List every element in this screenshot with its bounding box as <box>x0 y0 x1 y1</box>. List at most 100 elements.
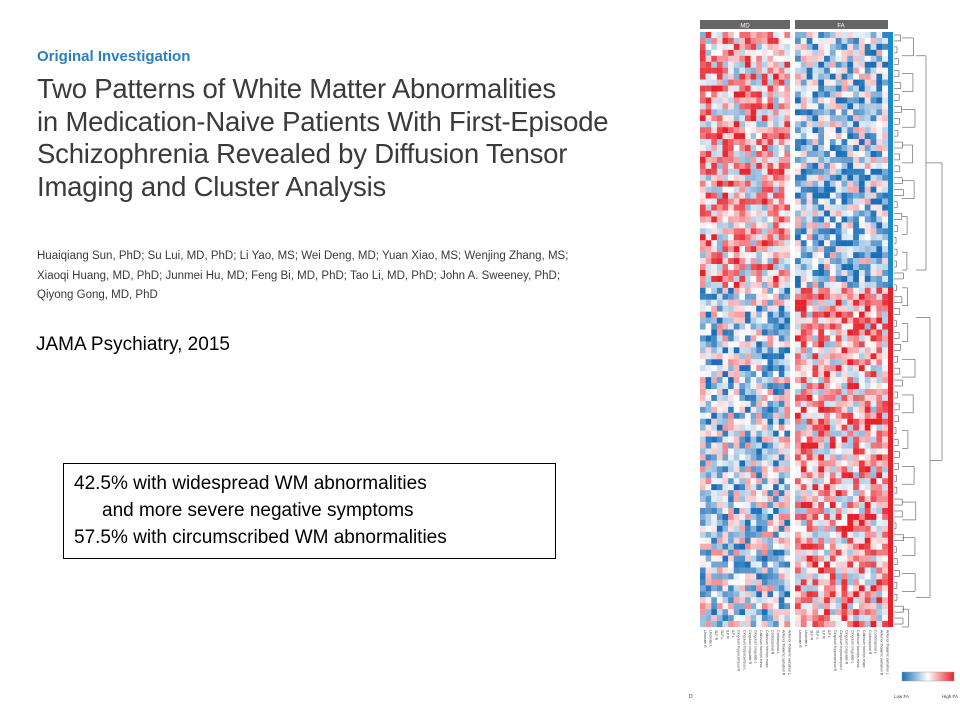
heatmap-cell <box>806 210 813 217</box>
heatmap-cell <box>853 412 860 419</box>
heatmap-cell <box>818 460 825 467</box>
subgroup-1-bar <box>888 32 893 287</box>
heatmap-cell <box>882 573 889 580</box>
heatmap-cell <box>864 55 871 62</box>
heatmap-cell <box>750 311 757 318</box>
heatmap-cell <box>864 341 871 348</box>
heatmap-cell <box>784 454 791 461</box>
heatmap-cell <box>824 264 830 271</box>
heatmap-cell <box>800 139 807 146</box>
heatmap-cell <box>733 115 740 122</box>
heatmap-cell <box>767 151 774 158</box>
heatmap-cell <box>864 79 871 86</box>
heatmap-cell <box>756 264 762 271</box>
heatmap-cell <box>705 180 712 187</box>
heatmap-cell <box>733 168 740 175</box>
heatmap-cell <box>773 329 779 336</box>
heatmap-cell <box>795 525 801 532</box>
heatmap-cell <box>728 49 734 56</box>
heatmap-cell <box>778 73 785 80</box>
heatmap-cell <box>870 389 877 396</box>
heatmap-cell <box>841 79 848 86</box>
heatmap-cell <box>756 49 762 56</box>
heatmap-cell <box>812 389 819 396</box>
heatmap-cell <box>835 377 842 384</box>
heatmap-cell <box>716 121 723 128</box>
heatmap-cell <box>818 240 825 247</box>
heatmap-cell <box>864 281 871 288</box>
heatmap-cell <box>716 293 723 300</box>
heatmap-cell <box>818 186 825 193</box>
heatmap-cell <box>847 151 854 158</box>
author-line-2: Xiaoqi Huang, MD, PhD; Junmei Hu, MD; Fe… <box>37 269 561 282</box>
heatmap-cell <box>705 573 712 580</box>
heatmap-cell <box>711 37 717 44</box>
heatmap-cell <box>728 305 734 312</box>
heatmap-cell <box>818 281 825 288</box>
heatmap-cell <box>795 174 801 181</box>
heatmap-cell <box>858 186 865 193</box>
heatmap-cell <box>795 234 801 241</box>
heatmap-cell <box>882 502 889 509</box>
heatmap-cell <box>853 151 860 158</box>
heatmap-cell <box>858 478 865 485</box>
heatmap-cell <box>756 603 762 610</box>
heatmap-cell <box>784 496 791 503</box>
heatmap-cell <box>700 151 706 158</box>
heatmap-cell <box>700 121 706 128</box>
heatmap-cell <box>824 579 830 586</box>
heatmap-cell <box>858 549 865 556</box>
heatmap-cell <box>829 394 836 401</box>
heatmap-cell <box>858 508 865 515</box>
heatmap-cell <box>700 61 706 68</box>
heatmap-cell <box>716 496 723 503</box>
heatmap-cell <box>739 168 746 175</box>
heatmap-cell <box>750 55 757 62</box>
heatmap-cell <box>716 305 723 312</box>
heatmap-cell <box>778 609 785 616</box>
heatmap-cell <box>728 216 734 223</box>
heatmap-cell <box>767 109 774 116</box>
heatmap-cell <box>829 555 836 562</box>
tract-label: Callosum forceps minor <box>856 630 860 669</box>
heatmap-cell <box>773 305 779 312</box>
heatmap-cell <box>812 573 819 580</box>
heatmap-cell <box>876 258 883 265</box>
heatmap-cell <box>778 103 785 110</box>
heatmap-cell <box>870 585 877 592</box>
heatmap-cell <box>705 597 712 604</box>
heatmap-cell <box>818 615 825 622</box>
heatmap-cell <box>818 585 825 592</box>
heatmap-cell <box>829 341 836 348</box>
heatmap-cell <box>745 156 751 163</box>
heatmap-cell <box>882 127 889 134</box>
heatmap-cell <box>767 448 774 455</box>
heatmap-cell <box>733 347 740 354</box>
heatmap-cell <box>733 341 740 348</box>
heatmap-cell <box>711 561 717 568</box>
tract-label: Cingulum cingulate R <box>845 630 849 665</box>
heatmap-cell <box>824 270 830 277</box>
heatmap-cell <box>711 103 717 110</box>
heatmap-cell <box>784 281 791 288</box>
heatmap-cell <box>812 424 819 431</box>
heatmap-cell <box>841 460 848 467</box>
heatmap-cell <box>841 490 848 497</box>
heatmap-cell <box>858 531 865 538</box>
heatmap-cell <box>767 275 774 282</box>
heatmap-cell <box>739 204 746 211</box>
heatmap-cell <box>882 513 889 520</box>
heatmap-cell <box>870 115 877 122</box>
heatmap-cell <box>824 121 830 128</box>
heatmap-cell <box>716 287 723 294</box>
heatmap-cell <box>761 204 768 211</box>
heatmap-cell <box>761 531 768 538</box>
heatmap-cell <box>700 555 706 562</box>
heatmap-cell <box>756 73 762 80</box>
heatmap-cell <box>767 591 774 598</box>
heatmap-cell <box>756 156 762 163</box>
heatmap-cell <box>778 198 785 205</box>
heatmap-cell <box>711 258 717 265</box>
heatmap-cell <box>722 133 729 140</box>
heatmap-cell <box>716 436 723 443</box>
